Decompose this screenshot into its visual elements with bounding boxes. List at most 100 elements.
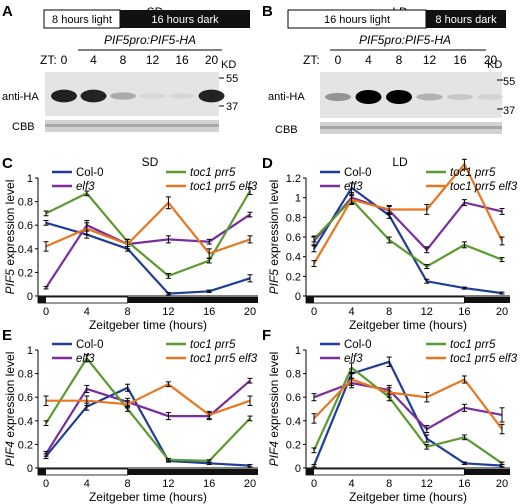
y-tick-label-f-0: 0 xyxy=(295,463,301,475)
series-line-f-col-0 xyxy=(312,360,503,467)
y-tick-label-d-6: 1.2 xyxy=(286,173,301,185)
panel-letter-e: E xyxy=(2,327,12,344)
y-tick-label-d-4: 0.8 xyxy=(286,212,301,224)
marker-55-a: 55 xyxy=(226,73,238,85)
x-tick-label-c-1: 4 xyxy=(84,306,90,318)
panel-letter-d: D xyxy=(262,155,273,172)
y-tick-label-d-5: 1 xyxy=(295,193,301,205)
y-tick-label-d-1: 0.2 xyxy=(286,271,301,283)
legend-label-e-toc1-prr5: toc1 prr5 xyxy=(190,339,236,351)
panel-letter-c: C xyxy=(2,155,13,172)
cbb-band-b xyxy=(320,126,502,129)
dark-period-bar-c xyxy=(127,297,258,303)
x-axis-label-e: Zeitgeber time (hours) xyxy=(89,490,207,504)
zt-value-b-0: 0 xyxy=(335,53,342,67)
y-tick-label-f-2: 0.4 xyxy=(286,416,301,428)
dark-label-a: 16 hours dark xyxy=(151,14,219,26)
x-tick-label-f-0: 0 xyxy=(311,478,317,490)
zt-value-b-3: 12 xyxy=(423,53,437,67)
zt-value-b-4: 16 xyxy=(453,53,467,67)
series-line-c-toc1-prr5 xyxy=(45,190,251,278)
x-tick-label-d-5: 20 xyxy=(496,306,508,318)
light-period-bar-c xyxy=(37,296,128,304)
kd-label-a: KD xyxy=(221,59,236,71)
light-period-bar-f xyxy=(305,468,465,476)
x-axis-label-f: Zeitgeber time (hours) xyxy=(349,490,467,504)
zt-value-a-5: 20 xyxy=(205,53,219,67)
y-tick-label-f-1: 0.2 xyxy=(286,439,301,451)
loading-label-a: CBB xyxy=(12,121,35,133)
blot-bands-a xyxy=(51,89,225,103)
legend-label-d-toc1-prr5: toc1 prr5 xyxy=(450,167,496,179)
loading-label-b: CBB xyxy=(275,124,298,136)
zt-label-a: ZT: xyxy=(40,53,57,67)
legend-label-d-elf3: elf3 xyxy=(344,181,363,193)
x-tick-label-d-2: 8 xyxy=(386,306,392,318)
zt-label-b: ZT: xyxy=(303,53,320,67)
panel-b: B LD 16 hours light 8 hours dark PIF5pro… xyxy=(262,3,515,136)
band-label-a: anti-HA xyxy=(2,91,39,103)
legend-label-f-elf3: elf3 xyxy=(344,353,363,365)
series-line-e-elf3 xyxy=(45,379,251,455)
series-line-e-col-0 xyxy=(45,386,251,467)
y-tick-label-d-0: 0 xyxy=(295,291,301,303)
band-label-b: anti-HA xyxy=(268,91,305,103)
x-tick-label-f-2: 8 xyxy=(386,478,392,490)
y-tick-label-e-3: 0.6 xyxy=(18,392,33,404)
series-line-d-toc1-prr5 xyxy=(313,197,503,268)
cbb-band-a xyxy=(45,124,219,127)
dark-period-start-e xyxy=(38,469,46,475)
series-line-d-toc1-prr5-elf3 xyxy=(313,162,503,265)
x-tick-label-e-5: 20 xyxy=(244,478,256,490)
legend-label-e-elf3: elf3 xyxy=(76,353,95,365)
x-tick-label-e-3: 12 xyxy=(162,478,174,490)
legend-label-e-col-0: Col-0 xyxy=(76,339,103,351)
dark-bar-b xyxy=(426,10,506,28)
y-axis-label-e: PIF4 expression level xyxy=(3,352,17,467)
zt-value-a-3: 12 xyxy=(146,53,160,67)
y-tick-label-e-0: 0 xyxy=(27,463,33,475)
x-axis-label-c: Zeitgeber time (hours) xyxy=(89,318,207,332)
dark-period-bar-e xyxy=(127,469,258,475)
marker-55-b: 55 xyxy=(503,76,515,88)
y-tick-label-f-3: 0.6 xyxy=(286,392,301,404)
y-tick-label-c-2: 0.4 xyxy=(18,244,33,256)
blot-band-a-1 xyxy=(80,89,107,103)
x-tick-label-c-3: 12 xyxy=(162,306,174,318)
y-tick-label-c-1: 0.2 xyxy=(18,267,33,279)
legend-label-c-toc1-prr5: toc1 prr5 xyxy=(190,167,236,179)
chart-panel-f: F 0 0.2 0.4 0.6 0.8 1 0 4 8 12 16 20 Zeitgeber time … xyxy=(262,327,518,504)
dark-period-bar-f xyxy=(464,469,510,475)
light-label-b: 16 hours light xyxy=(324,14,390,26)
zt-value-a-1: 4 xyxy=(90,53,97,67)
blot-band-b-5 xyxy=(477,94,504,100)
legend-label-c-toc1-prr5-elf3: toc1 prr5 elf3 xyxy=(190,181,258,193)
legend-label-d-toc1-prr5-elf3: toc1 prr5 elf3 xyxy=(450,181,518,193)
construct-label-a: PIF5pro:PIF5-HA xyxy=(104,33,196,47)
series-line-f-toc1-prr5-elf3 xyxy=(313,378,503,430)
x-tick-label-e-2: 8 xyxy=(125,478,131,490)
legend-label-c-col-0: Col-0 xyxy=(76,167,103,179)
legend-label-f-toc1-prr5: toc1 prr5 xyxy=(450,339,496,351)
series-line-f-toc1-prr5 xyxy=(312,365,503,465)
x-tick-label-e-4: 16 xyxy=(203,478,215,490)
x-tick-label-c-4: 16 xyxy=(203,306,215,318)
legend-label-c-elf3: elf3 xyxy=(76,181,95,193)
blot-bands-b xyxy=(325,90,504,104)
y-axis-label-f: PIF4 expression level xyxy=(267,352,281,467)
y-tick-label-e-2: 0.4 xyxy=(18,416,33,428)
dark-bar-a xyxy=(120,10,250,28)
x-tick-label-f-4: 16 xyxy=(458,478,470,490)
x-tick-label-d-1: 4 xyxy=(349,306,355,318)
dark-period-start-d xyxy=(306,297,314,303)
panel-letter-a: A xyxy=(2,3,13,20)
series-line-d-elf3 xyxy=(313,196,503,252)
x-tick-label-d-0: 0 xyxy=(311,306,317,318)
dark-period-start-c xyxy=(38,297,46,303)
x-tick-label-f-5: 20 xyxy=(496,478,508,490)
blot-band-a-3 xyxy=(139,93,166,99)
blot-band-a-5 xyxy=(198,89,225,103)
y-tick-label-f-5: 1 xyxy=(295,345,301,357)
series-line-c-elf3 xyxy=(45,213,251,289)
